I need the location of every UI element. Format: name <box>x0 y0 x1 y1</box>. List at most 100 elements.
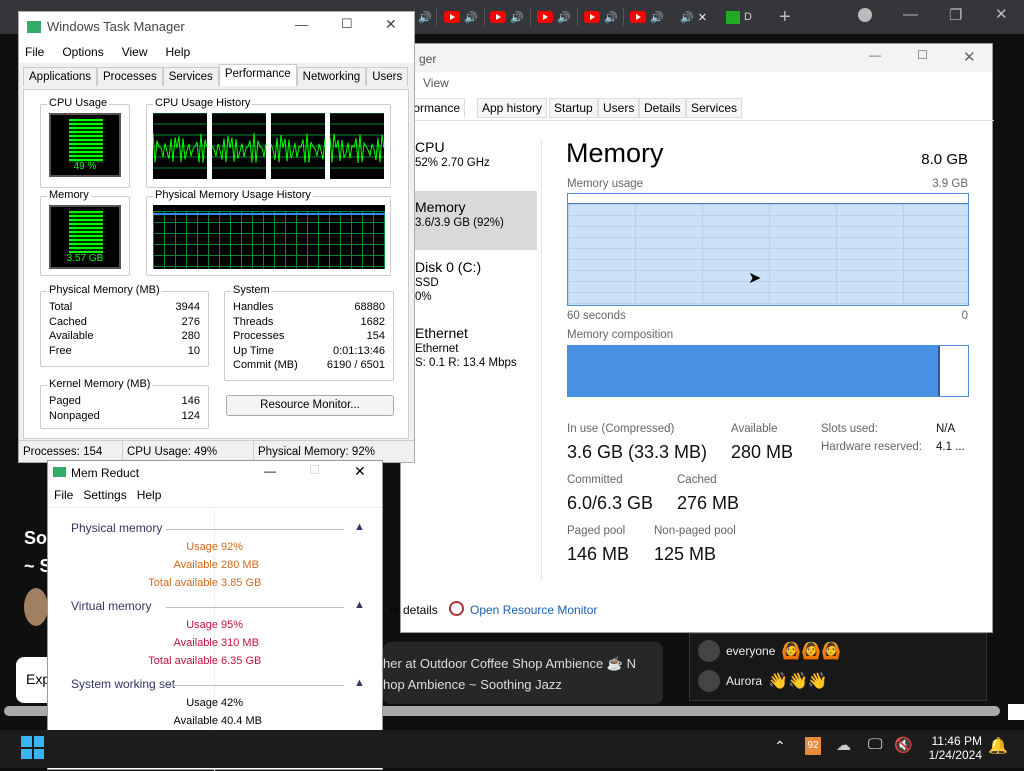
close-icon[interactable]: ✕ <box>995 6 1008 23</box>
browser-tab-active[interactable]: 🔊 ✕ <box>680 11 707 24</box>
row-label: Usage <box>186 697 218 709</box>
stat-label: In use (Compressed) <box>567 423 675 435</box>
restore-icon[interactable]: ❐ <box>949 7 963 24</box>
browser-tab-youtube[interactable]: 🔊 <box>490 8 524 26</box>
browser-tab-youtube[interactable]: 🔊 <box>537 8 571 26</box>
menu-settings[interactable]: Settings <box>83 488 127 502</box>
close-icon[interactable]: ✕ <box>385 16 397 32</box>
new-tab-button[interactable]: + <box>779 6 791 28</box>
minimize-icon[interactable]: — <box>869 48 881 62</box>
tab-search-icon[interactable] <box>858 8 872 22</box>
browser-tab[interactable]: D <box>726 8 752 26</box>
status-bar: Processes: 154 CPU Usage: 49% Physical M… <box>19 440 414 462</box>
kernel-memory-group: Kernel Memory (MB) Paged 146 Nonpaged 124 <box>40 378 209 429</box>
memory-composition-bar[interactable] <box>567 345 969 397</box>
tab-users[interactable]: Users <box>598 98 640 118</box>
chevron-up-icon[interactable]: ⌃ <box>774 738 786 754</box>
row-label: Total available <box>148 655 218 667</box>
maximize-icon[interactable]: ☐ <box>917 48 928 62</box>
collapse-icon[interactable]: ▲ <box>354 677 365 689</box>
description-line: her at Outdoor Coffee Shop Ambience ☕ N <box>383 656 636 671</box>
app-icon <box>27 20 41 33</box>
channel-avatar[interactable] <box>24 588 48 626</box>
network-icon[interactable]: 🖵 <box>868 736 883 753</box>
tab-processes[interactable]: Processes <box>97 67 163 86</box>
tab-app-history[interactable]: App history <box>477 98 548 118</box>
sidebar-item-disk[interactable]: Disk 0 (C:) SSD 0% <box>415 259 482 303</box>
stat-row: Threads 1682 <box>233 315 385 328</box>
sidebar-item-memory-selected[interactable] <box>401 191 537 250</box>
windows-task-manager-window: Windows Task Manager — ☐ ✕ File Options … <box>18 11 415 463</box>
menu-help[interactable]: Help <box>165 45 191 59</box>
tab-users[interactable]: Users <box>366 67 409 86</box>
cpu-line <box>329 133 385 164</box>
close-icon[interactable]: ✕ <box>963 49 976 66</box>
minimize-icon[interactable]: — <box>903 6 918 23</box>
menu-help[interactable]: Help <box>136 488 162 502</box>
cpu-usage-group: CPU Usage 49 % <box>40 97 130 188</box>
tab-close-icon[interactable]: ✕ <box>697 11 707 24</box>
minimize-icon[interactable]: — <box>295 17 308 32</box>
sidebar-item-ethernet[interactable]: Ethernet Ethernet S: 0.1 R: 13.4 Mbps <box>415 325 517 369</box>
status-processes: Processes: 154 <box>19 441 123 462</box>
row-label: Available <box>173 559 218 571</box>
stat-label: Paged pool <box>567 525 626 537</box>
row-label: Available <box>173 715 218 727</box>
tab-performance[interactable]: Performance <box>218 64 297 86</box>
volume-muted-icon[interactable]: 🔇 <box>894 737 913 754</box>
close-icon[interactable]: ✕ <box>354 463 366 479</box>
browser-tab-youtube[interactable]: 🔊 <box>584 8 618 26</box>
mem-reduct-tray-icon[interactable]: 92 <box>805 737 821 755</box>
cpu-history-group: CPU Usage History <box>146 97 391 188</box>
start-button[interactable] <box>21 736 44 759</box>
resource-monitor-button[interactable]: Resource Monitor... <box>226 395 394 416</box>
cpu-line <box>211 132 267 163</box>
taskbar: ⌃ 92 ☁ 🖵 🔇 11:46 PM 1/24/2024 🔔 <box>0 730 1024 768</box>
tab-favicon-icon <box>726 10 740 24</box>
stat-committed: 6.0/6.3 GB <box>567 493 654 513</box>
tab-services[interactable]: Services <box>162 67 219 86</box>
tab-details[interactable]: Details <box>639 98 686 118</box>
section-header[interactable]: Virtual memory <box>71 599 152 613</box>
tab-startup[interactable]: Startup <box>549 98 598 118</box>
memory-group: Memory 3.57 GB <box>40 189 130 276</box>
cloud-off-icon[interactable]: ☁ <box>836 737 851 754</box>
collapse-icon[interactable]: ▲ <box>354 599 365 611</box>
tab-services[interactable]: Services <box>686 98 743 118</box>
notification-bell-icon[interactable]: 🔔 <box>988 738 1008 755</box>
browser-tab-youtube[interactable]: 🔊 <box>630 8 664 26</box>
total-memory: 8.0 GB <box>921 151 968 168</box>
minimize-icon[interactable]: — <box>264 464 276 478</box>
sidebar-item-memory[interactable]: Memory 3.6/3.9 GB (92%) <box>415 199 504 229</box>
menu-file[interactable]: File <box>54 488 74 502</box>
horizontal-scrollbar[interactable] <box>4 706 1000 716</box>
youtube-icon <box>584 11 600 23</box>
menu-options[interactable]: Options <box>62 45 104 59</box>
task-manager-window: ger — ☐ ✕ View rformance App history Sta… <box>389 43 994 633</box>
menu-view[interactable]: View <box>121 45 148 59</box>
section-header[interactable]: System working set <box>71 677 176 691</box>
fewer-details-link[interactable]: er details <box>389 603 438 617</box>
section-header[interactable]: Physical memory <box>71 521 163 535</box>
menu-view[interactable]: View <box>423 76 449 90</box>
physical-memory-group: Physical Memory (MB) Total 3944 Cached 276 A… <box>40 284 209 367</box>
tab-performance[interactable]: rformance <box>401 98 466 118</box>
row-value: 280 MB <box>221 559 259 571</box>
sidebar-item-cpu[interactable]: CPU 52% 2.70 GHz <box>415 139 490 169</box>
stat-row: Cached 276 <box>49 315 200 328</box>
collapse-icon[interactable]: ▲ <box>354 521 365 533</box>
time-axis-right: 0 <box>961 310 968 322</box>
row-label: Total available <box>148 577 218 589</box>
tab-label: D <box>744 11 752 23</box>
maximize-icon[interactable]: ☐ <box>341 16 353 31</box>
cpu-line <box>270 133 326 163</box>
time-axis-left: 60 seconds <box>567 310 626 322</box>
browser-tab-youtube[interactable]: 🔊 <box>444 8 478 26</box>
menu-file[interactable]: File <box>25 45 45 59</box>
performance-panel: CPU Usage 49 % CPU Usage History Memory … <box>23 89 409 439</box>
clock[interactable]: 11:46 PM 1/24/2024 <box>928 734 982 762</box>
tab-applications[interactable]: Applications <box>23 67 98 86</box>
open-resource-monitor-link[interactable]: Open Resource Monitor <box>470 603 598 617</box>
stat-label: Cached <box>677 474 717 486</box>
tab-networking[interactable]: Networking <box>296 67 367 86</box>
